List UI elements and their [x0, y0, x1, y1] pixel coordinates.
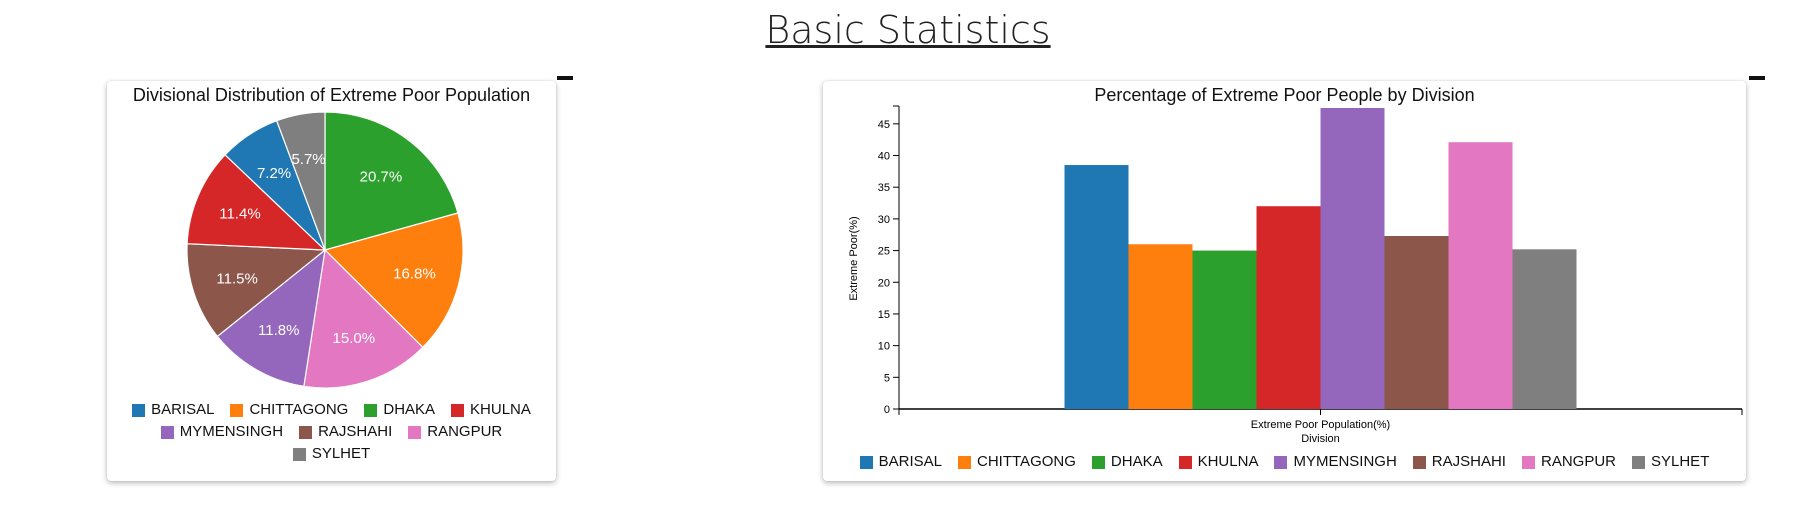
legend-label: KHULNA [1197, 453, 1259, 470]
pie-slice-chittagong[interactable] [323, 212, 464, 349]
legend-item-rangpur[interactable]: RANGPUR [1521, 453, 1616, 471]
x-tick-label: Extreme Poor Population(%) [1251, 419, 1390, 431]
y-tick-label: 15 [878, 309, 890, 321]
pie-slice-label: 11.4% [219, 206, 260, 223]
y-tick-label: 10 [878, 341, 890, 353]
legend-item-dhaka[interactable]: DHAKA [364, 401, 435, 419]
legend-swatch [1632, 455, 1645, 469]
legend-swatch [958, 455, 972, 469]
legend-label: DHAKA [383, 401, 436, 418]
pie-chart-title: Divisional Distribution of Extreme Poor … [132, 85, 531, 105]
legend-label: SYLHET [1651, 453, 1710, 470]
legend-label: RANGPUR [1540, 453, 1616, 470]
legend-swatch [859, 455, 873, 469]
legend-swatch [1412, 455, 1426, 469]
legend-item-dhaka[interactable]: DHAKA [1091, 453, 1163, 471]
pie-slice-mymensingh[interactable] [216, 248, 326, 388]
bar-rajshahi[interactable] [1384, 236, 1449, 409]
bar-chart-card: Percentage of Extreme Poor People by Div… [823, 81, 1746, 481]
pie-legend: BARISAL CHITTAGONG DHAKA KHULNA MYMENSINGH RA… [107, 401, 556, 467]
legend-row: SYLHET [107, 445, 556, 463]
legend-swatch [1521, 455, 1535, 469]
legend-item-rangpur[interactable]: RANGPUR [408, 423, 502, 441]
legend-row: MYMENSINGH RAJSHAHI RANGPUR [107, 423, 556, 441]
legend-item-chittagong[interactable]: CHITTAGONG [958, 453, 1076, 471]
legend-item-chittagong[interactable]: CHITTAGONG [230, 401, 348, 419]
pie-slice-dhaka[interactable] [324, 111, 459, 251]
legend-row: BARISAL CHITTAGONG DHAKA KHULNA MYMENSINGH RA… [823, 453, 1746, 471]
legend-swatch [299, 425, 313, 439]
legend-swatch [132, 403, 146, 417]
legend-item-rajshahi[interactable]: RAJSHAHI [299, 423, 392, 441]
y-tick-label: 0 [884, 404, 890, 416]
bar-rangpur[interactable] [1448, 142, 1513, 410]
legend-item-sylhet[interactable]: SYLHET [1632, 453, 1709, 471]
legend-label: BARISAL [151, 401, 215, 418]
y-tick-label: 5 [884, 372, 890, 384]
bar-chittagong[interactable] [1128, 244, 1193, 409]
y-tick-label: 20 [878, 277, 890, 289]
legend-swatch [364, 403, 378, 417]
legend-label: MYMENSINGH [179, 423, 284, 440]
pie-slice-khulna[interactable] [186, 153, 327, 251]
legend-item-khulna[interactable]: KHULNA [451, 401, 531, 419]
pie-slice-sylhet[interactable] [275, 111, 326, 251]
legend-swatch [230, 403, 244, 417]
legend-label: DHAKA [1110, 453, 1163, 470]
x-axis-label: Division [1301, 433, 1340, 445]
pie-slice-label: 20.7% [360, 168, 403, 185]
legend-label: CHITTAGONG [249, 401, 349, 418]
legend-label: RANGPUR [427, 423, 503, 440]
pie-slice-label: 15.0% [333, 330, 376, 347]
legend-item-mymensingh[interactable]: MYMENSINGH [1274, 453, 1397, 471]
legend-swatch [292, 447, 306, 461]
legend-label: MYMENSINGH [1293, 453, 1397, 470]
pie-slice-label: 5.7% [291, 151, 325, 168]
legend-label: SYLHET [311, 445, 371, 462]
pie-chart: 20.7% 16.8% 15.0% 11.8% 11.5% 11.4% 7.2%5.7% [186, 111, 464, 389]
bar-mymensingh[interactable] [1320, 108, 1385, 409]
legend-swatch [1178, 455, 1192, 469]
pie-slice-label: 11.8% [258, 322, 299, 339]
pie-slice-label: 11.5% [216, 271, 257, 288]
legend-label: RAJSHAHI [1431, 453, 1506, 470]
minimize-icon[interactable] [1749, 76, 1765, 80]
bar-chart-title: Percentage of Extreme Poor People by Div… [1094, 85, 1475, 105]
legend-item-mymensingh[interactable]: MYMENSINGH [160, 423, 284, 441]
legend-swatch [1091, 455, 1105, 469]
minimize-icon[interactable] [557, 76, 573, 80]
bar-dhaka[interactable] [1192, 250, 1257, 409]
y-tick-label: 30 [878, 214, 890, 226]
legend-label: RAJSHAHI [318, 423, 393, 440]
legend-swatch [451, 403, 465, 417]
pie-slice-rangpur[interactable] [303, 248, 424, 389]
legend-item-barisal[interactable]: BARISAL [859, 453, 943, 471]
bar-chart: 0 5 10 15 20 25 30 35 40 45 Extreme Poor(%) Extreme… [848, 105, 1743, 445]
legend-item-rajshahi[interactable]: RAJSHAHI [1412, 453, 1506, 471]
y-tick-label: 40 [878, 151, 890, 163]
legend-item-sylhet[interactable]: SYLHET [292, 445, 371, 463]
bar-khulna[interactable] [1256, 206, 1321, 409]
legend-swatch [160, 425, 174, 439]
pie-slice-label: 7.2% [257, 165, 291, 182]
legend-row: BARISAL CHITTAGONG DHAKA KHULNA [107, 401, 556, 419]
legend-item-khulna[interactable]: KHULNA [1178, 453, 1259, 471]
pie-slice-label: 16.8% [393, 265, 436, 282]
pie-chart-card: Divisional Distribution of Extreme Poor … [107, 81, 556, 481]
y-tick-label: 25 [878, 246, 890, 258]
y-tick-label: 35 [878, 182, 890, 194]
bar-legend: BARISAL CHITTAGONG DHAKA KHULNA MYMENSINGH RA… [823, 453, 1746, 475]
legend-swatch [1274, 455, 1288, 469]
legend-label: BARISAL [878, 453, 943, 470]
legend-swatch [408, 425, 422, 439]
bar-sylhet[interactable] [1512, 249, 1577, 409]
y-tick-label: 45 [878, 119, 890, 131]
y-axis-label: Extreme Poor(%) [848, 216, 860, 300]
legend-label: KHULNA [470, 401, 531, 418]
legend-item-barisal[interactable]: BARISAL [132, 401, 214, 419]
bar-barisal[interactable] [1064, 165, 1129, 409]
page-title: Basic Statistics [765, 8, 1051, 52]
legend-label: CHITTAGONG [977, 453, 1076, 470]
pie-slice-rajshahi[interactable] [186, 243, 327, 338]
